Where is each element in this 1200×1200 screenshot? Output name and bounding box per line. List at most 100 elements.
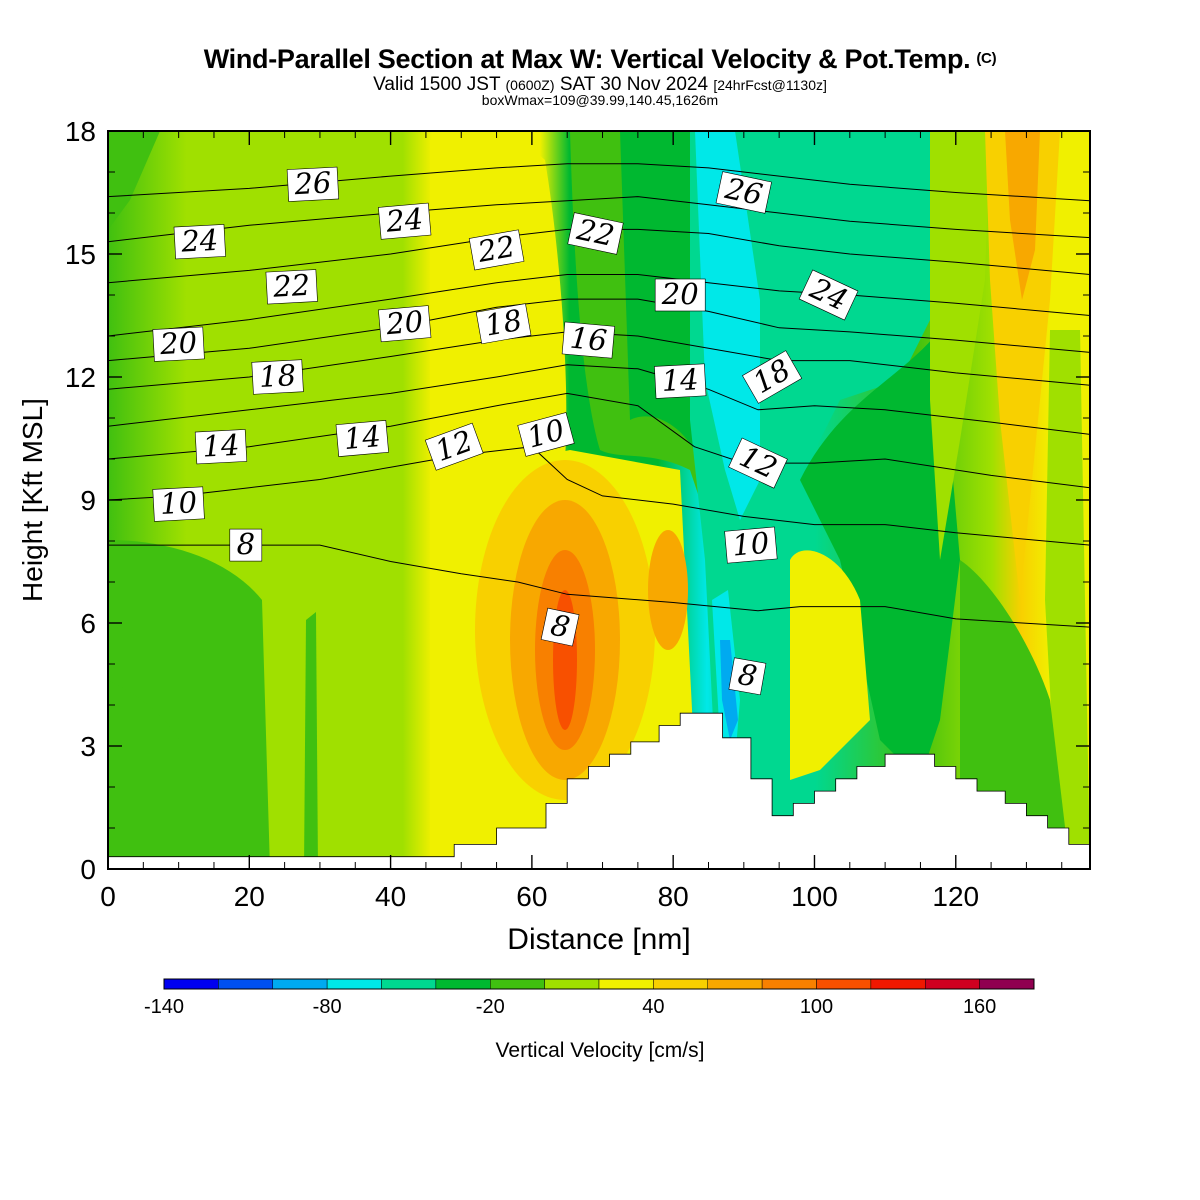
colorbar-swatch (272, 978, 328, 990)
colorbar-swatch (598, 978, 654, 990)
isentrope-label-text: 18 (482, 303, 524, 343)
isentrope-label-text: 18 (258, 358, 297, 394)
x-tick-label: 120 (932, 881, 979, 912)
isentrope-24 (108, 196, 1090, 243)
x-tick-label: 100 (791, 881, 838, 912)
isentrope-label-box (728, 657, 767, 696)
isentrope-label-text: 14 (342, 419, 382, 456)
w-far-right-orange-halo (985, 131, 1060, 600)
colorbar-swatch (870, 978, 926, 990)
isentrope-label-box (173, 224, 226, 260)
isentrope-label-text: 20 (661, 277, 699, 311)
isentrope-20 (108, 274, 1090, 337)
isentropes (108, 163, 1090, 628)
isentrope-label-text: 8 (237, 527, 255, 561)
isentrope-22 (108, 228, 1090, 284)
isentrope-26 (108, 163, 1090, 202)
isentrope-label-box (798, 269, 859, 321)
isentrope-label-text: 26 (293, 165, 333, 201)
forecast-run: [24hrFcst@1130z] (713, 77, 827, 93)
colorbar-tick-label: 160 (963, 996, 996, 1018)
isentrope-label-box (286, 166, 340, 202)
isentrope-label: 26 (715, 171, 772, 214)
isentrope-16 (108, 331, 1090, 390)
colorbar-tick-label: -80 (313, 996, 342, 1018)
w-far-right-orange (1005, 131, 1040, 300)
isentrope-10 (108, 446, 1090, 546)
colorbar-swatch (544, 978, 600, 990)
isentrope-label: 14 (654, 362, 707, 399)
title-text: Wind-Parallel Section at Max W: Vertical… (203, 44, 971, 74)
isentrope-label-box (540, 607, 580, 647)
y-axis-label: Height [Kft MSL] (17, 398, 48, 602)
isentrope-label-text: 16 (569, 321, 609, 358)
colorbar-swatch (979, 978, 1035, 990)
isentrope-label-box (654, 278, 706, 312)
w-cyan (695, 131, 760, 520)
x-tick-label: 60 (516, 881, 547, 912)
isentrope-label: 20 (654, 277, 706, 312)
isentrope-label-text: 24 (384, 202, 425, 239)
w-far-right-lime (1045, 330, 1090, 869)
isentrope-label-box (424, 422, 484, 471)
isentrope-label-text: 10 (159, 485, 198, 521)
colorbar-border (163, 978, 1035, 990)
colorbar-swatch (490, 978, 545, 990)
isentrope-label-box (468, 229, 525, 271)
isentrope-label-box (251, 359, 304, 395)
isentrope-label-box (475, 303, 532, 345)
isentrope-label: 8 (728, 657, 767, 696)
box-wmax-line: boxWmax=109@39.99,140.45,1626m (481, 92, 719, 108)
x-tick-label: 20 (234, 881, 265, 912)
isentrope-label-box (229, 528, 263, 562)
isentrope-label: 22 (265, 268, 318, 305)
isentrope-label-box (567, 212, 624, 255)
colorbar-swatch (816, 978, 872, 990)
isentrope-label-text: 20 (384, 304, 425, 341)
colorbar-label: Vertical Velocity [cm/s] (496, 1039, 705, 1062)
x-axis-label: Distance [nm] (507, 923, 690, 956)
isentrope-label-box (724, 526, 778, 564)
colorbar-swatch (435, 978, 491, 990)
w-right-dark-green (800, 330, 960, 780)
isentrope-label: 14 (194, 428, 248, 465)
isentrope-label: 24 (378, 202, 432, 240)
isentrope-label: 8 (540, 607, 580, 647)
isentrope-label: 10 (152, 485, 205, 522)
w-right-yellow (790, 550, 870, 780)
colorbar: -140 -80 -20 40 100 160 Vertical Velocity [cm/… (144, 978, 1035, 1062)
axes: 0 20 40 60 80 100 120 0 3 6 9 12 15 18 Distance [nm] He… (17, 116, 1090, 956)
isentrope-label-box (715, 171, 772, 214)
copyright-mark: (C) (976, 50, 997, 67)
valid-time: Valid 1500 JST (373, 74, 501, 95)
w-light-blue-core (720, 640, 738, 740)
terrain-outline (108, 712, 1090, 858)
isentrope-label-box (335, 420, 389, 457)
colorbar-tick-label: -140 (144, 996, 184, 1018)
x-tick-label: 0 (100, 881, 116, 912)
isentrope-label: 24 (173, 223, 226, 260)
colorbar-tick-label: 40 (642, 996, 664, 1018)
w-thin-column (304, 612, 318, 869)
isentrope-label-box (517, 412, 575, 457)
y-tick-label: 3 (80, 731, 96, 762)
isentrope-label-box (152, 326, 205, 362)
isentrope-label-text: 26 (721, 171, 765, 212)
isentrope-label-text: 10 (731, 526, 771, 563)
y-tick-label: 0 (80, 854, 96, 885)
y-tick-label: 18 (65, 116, 96, 147)
isentrope-label: 16 (561, 321, 616, 359)
valid-date: SAT 30 Nov 2024 (559, 74, 709, 95)
isentrope-label: 10 (724, 526, 778, 564)
colorbar-swatch (218, 978, 273, 990)
colorbar-swatch (326, 978, 382, 990)
isentrope-label-text: 22 (474, 229, 517, 269)
isentrope-label-box (378, 202, 432, 240)
w-right-lime (930, 131, 990, 560)
isentrope-label-text: 14 (202, 428, 241, 464)
colorbar-swatch (925, 978, 980, 990)
isentrope-label: 20 (378, 304, 432, 343)
isentrope-label-box (265, 269, 318, 305)
isentrope-label-box (728, 437, 788, 489)
